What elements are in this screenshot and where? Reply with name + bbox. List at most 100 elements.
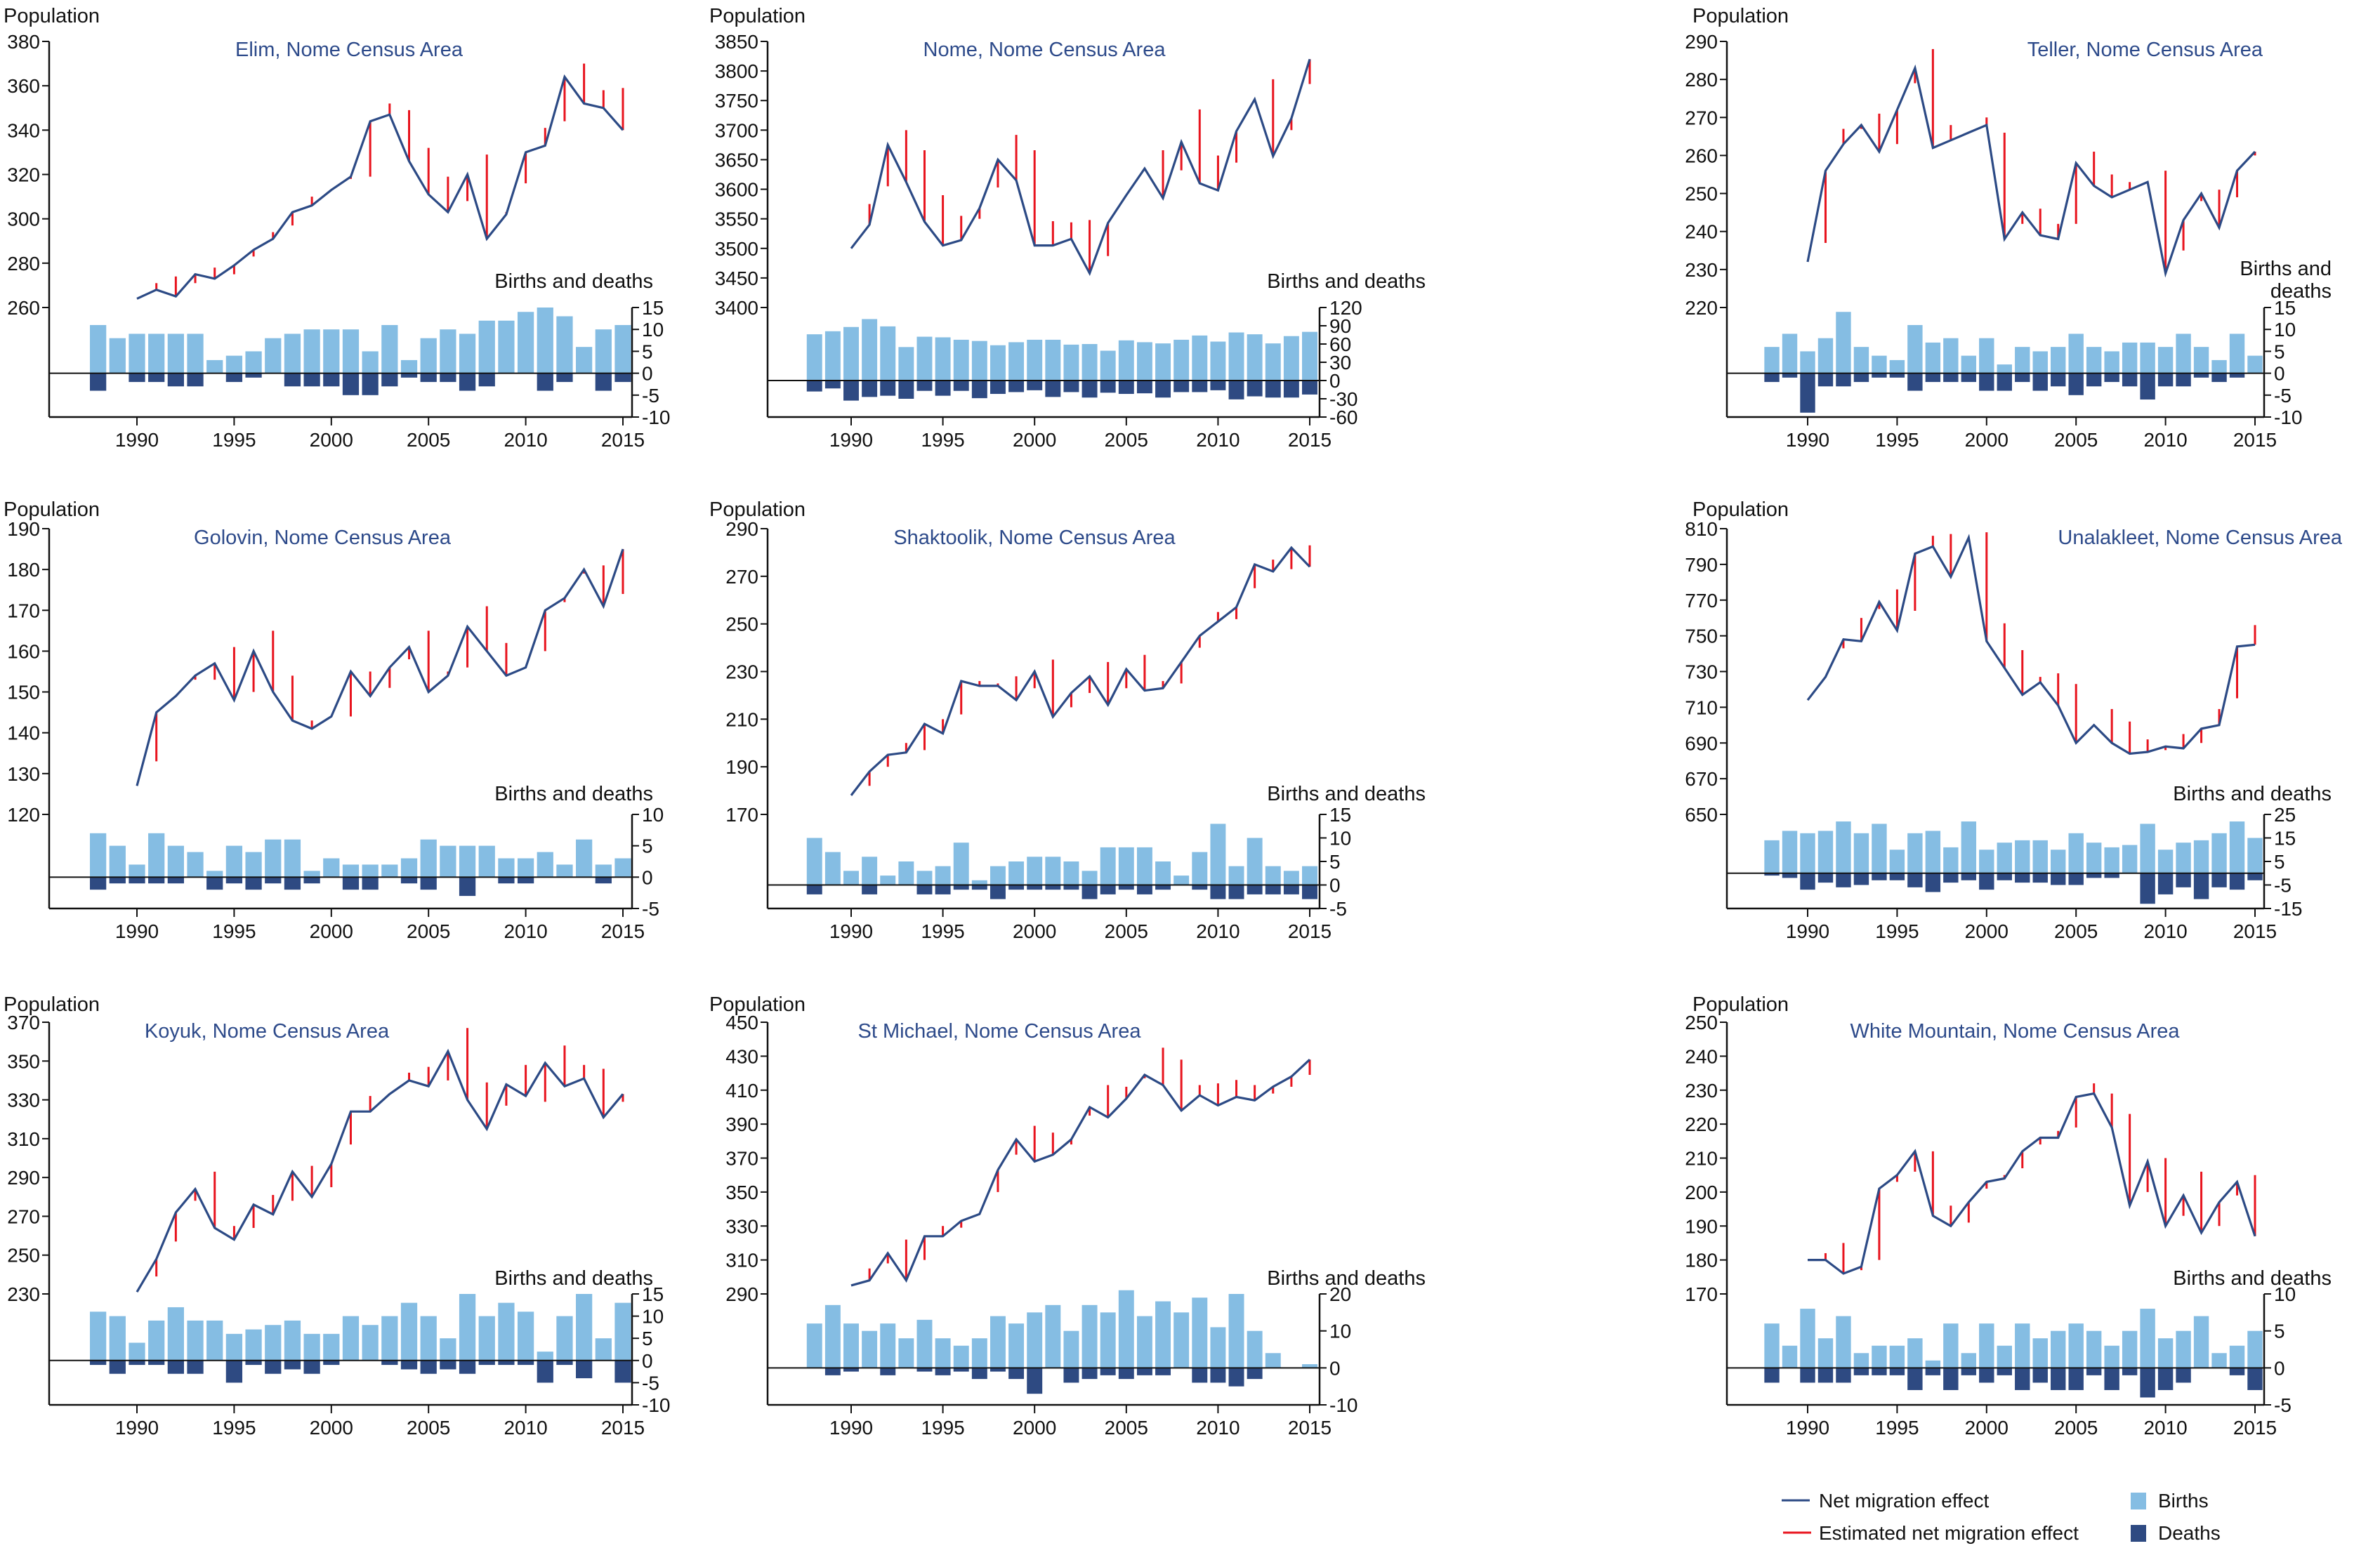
population-tick-label: 3550 — [715, 209, 758, 230]
population-tick-label: 270 — [7, 1205, 40, 1227]
year-tick-label: 2010 — [504, 1417, 547, 1439]
births-bar — [303, 329, 320, 374]
births-bar — [2176, 333, 2191, 374]
population-tick-label: 180 — [7, 559, 40, 581]
deaths-bar — [2140, 373, 2155, 400]
population-tick-label: 300 — [7, 209, 40, 230]
year-tick-label: 1995 — [212, 920, 256, 942]
year-tick-label: 2005 — [2054, 429, 2098, 451]
births-bar — [1136, 847, 1152, 885]
population-tick-label: 380 — [7, 31, 40, 53]
births-bar — [916, 336, 933, 381]
births-bar — [187, 852, 204, 878]
births-bar — [2122, 845, 2138, 873]
year-tick-label: 1990 — [1786, 920, 1829, 942]
births-bar — [2247, 838, 2263, 873]
deaths-bar — [2051, 373, 2066, 387]
deaths-bar — [167, 1360, 184, 1374]
population-tick-label: 230 — [1685, 1080, 1718, 1102]
year-tick-label: 2010 — [504, 429, 547, 451]
deaths-bar — [1247, 381, 1263, 397]
deaths-bar — [129, 877, 145, 884]
births-bar — [1210, 1327, 1226, 1368]
deaths-bar — [2193, 873, 2209, 899]
births-deaths-axis-label: Births and deaths — [494, 783, 653, 805]
births-bar — [2193, 840, 2209, 873]
births-deaths-tick-label: -5 — [642, 385, 659, 407]
deaths-bar — [1173, 381, 1190, 392]
births-bar — [843, 871, 859, 885]
deaths-bar — [420, 373, 437, 383]
population-tick-label: 320 — [7, 164, 40, 186]
births-bar — [953, 842, 969, 885]
deaths-bar — [265, 877, 282, 884]
births-bar — [109, 845, 126, 878]
births-deaths-tick-label: 20 — [1329, 1283, 1351, 1305]
deaths-bar — [1136, 381, 1152, 394]
births-deaths-tick-label: 10 — [642, 804, 664, 826]
births-bar — [90, 833, 107, 878]
year-tick-label: 1990 — [829, 1417, 873, 1439]
deaths-bar — [1943, 1368, 1959, 1390]
births-deaths-tick-label: 5 — [2274, 341, 2285, 362]
births-bar — [187, 333, 204, 374]
births-bar — [1100, 847, 1116, 885]
births-bar — [614, 1302, 631, 1361]
deaths-bar — [1836, 873, 1851, 887]
births-bar — [2086, 347, 2102, 374]
panel-title: Elim, Nome Census Area — [235, 39, 463, 61]
births-deaths-tick-label: 15 — [2274, 828, 2296, 850]
legend-births-label: Births — [2158, 1490, 2209, 1512]
year-tick-label: 2010 — [504, 920, 547, 942]
births-bar — [1192, 1297, 1208, 1368]
deaths-bar — [90, 373, 107, 391]
births-bar — [1100, 350, 1116, 381]
births-bar — [225, 845, 243, 878]
year-tick-label: 2015 — [1288, 920, 1332, 942]
deaths-bar — [2211, 873, 2227, 887]
population-axis-label: Population — [1692, 993, 1789, 1016]
net-migration-line — [136, 548, 624, 786]
deaths-bar — [1800, 373, 1815, 413]
deaths-bar — [1925, 373, 1941, 383]
year-tick-label: 2015 — [601, 920, 645, 942]
population-tick-label: 350 — [7, 1050, 40, 1072]
births-bar — [2211, 833, 2227, 873]
births-bar — [303, 871, 320, 878]
deaths-bar — [824, 381, 841, 389]
year-tick-label: 1995 — [1875, 429, 1919, 451]
deaths-bar — [2104, 1368, 2119, 1390]
births-deaths-tick-label: 5 — [642, 835, 653, 857]
year-tick-label: 2015 — [2233, 429, 2277, 451]
births-bar — [2140, 1309, 2155, 1368]
births-bar — [381, 1316, 398, 1361]
deaths-bar — [1836, 1368, 1851, 1383]
births-bar — [362, 351, 379, 374]
panel-title: Koyuk, Nome Census Area — [145, 1020, 390, 1043]
births-bar — [129, 864, 145, 878]
deaths-bar — [971, 381, 987, 399]
deaths-bar — [1997, 873, 2012, 880]
births-bar — [1100, 1312, 1116, 1368]
births-bar — [1925, 1360, 1941, 1368]
births-deaths-tick-label: -5 — [2274, 875, 2292, 897]
population-tick-label: 650 — [1685, 804, 1718, 826]
deaths-bar — [109, 877, 126, 884]
deaths-bar — [225, 877, 243, 884]
deaths-bar — [517, 877, 534, 884]
births-bar — [2247, 1330, 2263, 1368]
births-bar — [1265, 866, 1281, 885]
deaths-bar — [1889, 873, 1905, 880]
population-tick-label: 280 — [7, 253, 40, 275]
year-tick-label: 2010 — [2143, 429, 2187, 451]
year-tick-label: 2015 — [601, 1417, 645, 1439]
births-bar — [1027, 1312, 1043, 1368]
year-tick-label: 2015 — [601, 429, 645, 451]
deaths-bar — [1853, 1368, 1869, 1375]
population-tick-label: 410 — [725, 1080, 758, 1102]
births-bar — [1210, 341, 1226, 381]
births-bar — [2229, 1345, 2245, 1368]
panel-title: White Mountain, Nome Census Area — [1850, 1020, 2180, 1043]
deaths-bar — [2104, 373, 2119, 383]
deaths-bar — [2068, 373, 2084, 395]
